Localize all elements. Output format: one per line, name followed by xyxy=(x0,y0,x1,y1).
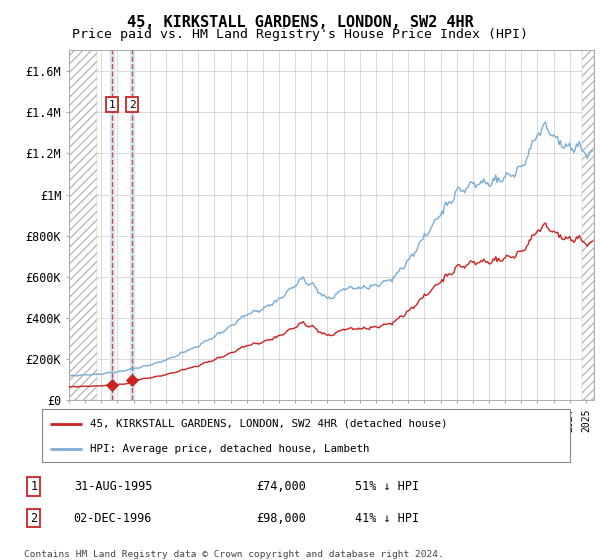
Text: HPI: Average price, detached house, Lambeth: HPI: Average price, detached house, Lamb… xyxy=(89,444,369,454)
Bar xyxy=(69,50,97,400)
Text: 31-AUG-1995: 31-AUG-1995 xyxy=(74,480,152,493)
Point xyxy=(107,381,117,390)
Text: 2: 2 xyxy=(129,100,136,110)
Text: £74,000: £74,000 xyxy=(256,480,306,493)
Bar xyxy=(110,50,114,400)
Text: Contains HM Land Registry data © Crown copyright and database right 2024.
This d: Contains HM Land Registry data © Crown c… xyxy=(24,550,444,560)
Text: 45, KIRKSTALL GARDENS, LONDON, SW2 4HR: 45, KIRKSTALL GARDENS, LONDON, SW2 4HR xyxy=(127,15,473,30)
Text: Price paid vs. HM Land Registry's House Price Index (HPI): Price paid vs. HM Land Registry's House … xyxy=(72,28,528,41)
Point xyxy=(128,376,137,385)
Text: 51% ↓ HPI: 51% ↓ HPI xyxy=(355,480,419,493)
Text: 45, KIRKSTALL GARDENS, LONDON, SW2 4HR (detached house): 45, KIRKSTALL GARDENS, LONDON, SW2 4HR (… xyxy=(89,419,447,429)
FancyBboxPatch shape xyxy=(42,409,570,462)
Bar xyxy=(582,50,594,400)
Text: 1: 1 xyxy=(109,100,116,110)
Bar xyxy=(130,50,134,400)
Text: 02-DEC-1996: 02-DEC-1996 xyxy=(74,511,152,525)
Text: £98,000: £98,000 xyxy=(256,511,306,525)
Text: 2: 2 xyxy=(31,511,37,525)
Text: 41% ↓ HPI: 41% ↓ HPI xyxy=(355,511,419,525)
Text: 1: 1 xyxy=(31,480,37,493)
